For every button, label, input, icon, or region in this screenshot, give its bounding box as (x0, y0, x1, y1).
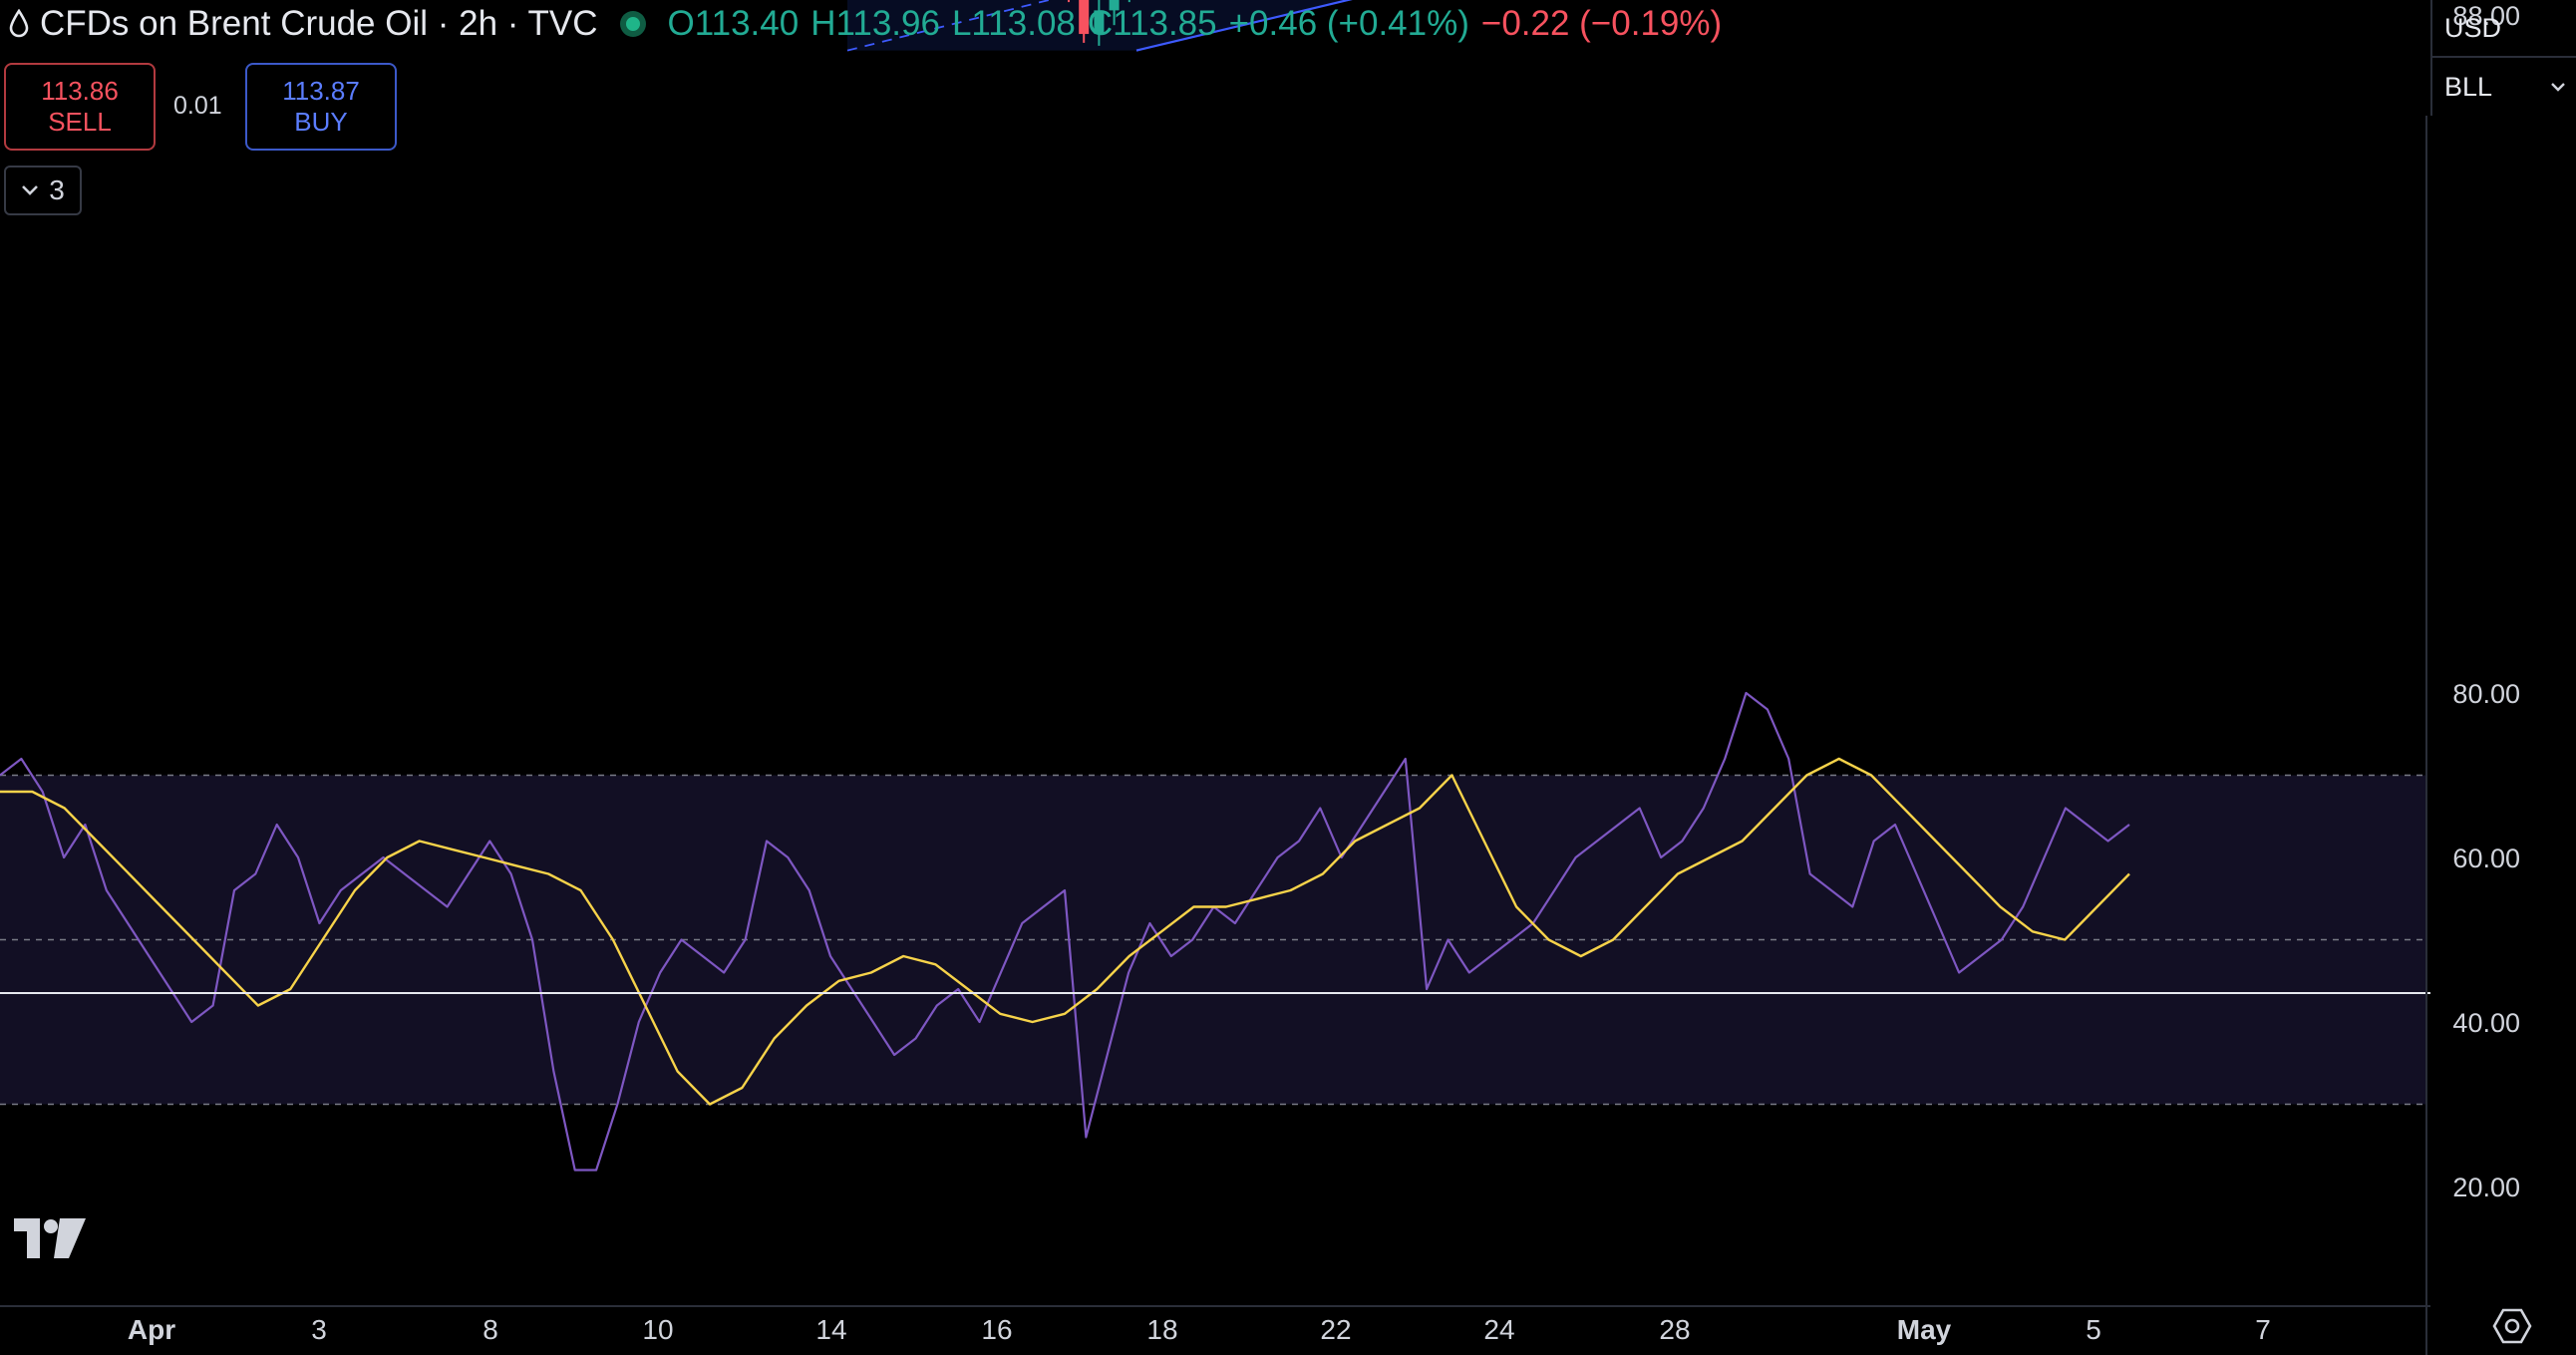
channel-lower-line[interactable] (1135, 0, 2333, 52)
buy-label: BUY (294, 107, 348, 137)
time-tick-label: 5 (2086, 1314, 2101, 1345)
rsi-tick-label: 20.00 (2452, 1173, 2520, 1202)
sell-button[interactable]: 113.86 SELL (4, 63, 156, 151)
open-value: O113.40 (667, 4, 800, 43)
currency-select[interactable]: USD (2430, 0, 2576, 58)
settings-icon[interactable] (2492, 1306, 2532, 1346)
rsi-tick-label: 40.00 (2452, 1008, 2520, 1038)
time-tick-label: 10 (642, 1314, 673, 1345)
time-tick-label: 16 (981, 1314, 1012, 1345)
time-tick-label: 18 (1146, 1314, 1177, 1345)
time-tick-label: 24 (1483, 1314, 1514, 1345)
time-tick-label: 3 (311, 1314, 327, 1345)
time-tick-label: 28 (1659, 1314, 1690, 1345)
rsi-tick-label: 80.00 (2452, 679, 2520, 709)
time-tick-label: 22 (1320, 1314, 1351, 1345)
unit-label: BLL (2444, 71, 2493, 102)
ohlc-values: O113.40 H113.96 L113.08 C113.85 +0.46 (+0.41… (668, 4, 1481, 44)
tradingview-logo (14, 1218, 86, 1258)
time-tick-label: 14 (815, 1314, 846, 1345)
spread-value: 0.01 (173, 92, 222, 120)
price-tick-label: 88.00 (2452, 1, 2520, 31)
rsi-line[interactable] (0, 691, 2130, 1172)
chart-header: CFDs on Brent Crude Oil · 2h · TVC O113.… (8, 0, 1722, 48)
market-open-icon (619, 11, 646, 37)
candle[interactable] (1094, 10, 1105, 35)
chevron-down-icon (22, 185, 39, 195)
indicators-count: 3 (49, 174, 65, 205)
time-tick-label: 8 (483, 1314, 498, 1345)
rsi-tick-label: 60.00 (2452, 844, 2520, 873)
time-tick-label: Apr (128, 1314, 175, 1345)
rsi-ma-line[interactable] (0, 757, 2130, 1106)
oil-drop-icon (9, 9, 29, 38)
unit-select[interactable]: BLL (2430, 58, 2576, 116)
sell-label: SELL (48, 107, 112, 137)
close-value: C113.85 (1087, 4, 1217, 43)
low-value: L113.08 (951, 4, 1076, 43)
currency-label: USD (2444, 12, 2502, 43)
time-tick-label: May (1897, 1314, 1952, 1345)
time-tick-label: 7 (2255, 1314, 2271, 1345)
high-value: H113.96 (810, 4, 940, 43)
change-value: +0.46 (+0.41%) (1228, 4, 1469, 43)
candle[interactable] (1079, 0, 1090, 35)
buy-button[interactable]: 113.87 BUY (245, 63, 397, 151)
buy-price: 113.87 (282, 76, 360, 106)
symbol-title[interactable]: CFDs on Brent Crude Oil · 2h · TVC (40, 4, 598, 43)
change-extra-value: −0.22 (−0.19%) (1480, 4, 1723, 43)
indicators-toggle[interactable]: 3 (4, 166, 82, 215)
candle[interactable] (1109, 0, 1120, 11)
chevron-down-icon (2551, 83, 2565, 92)
sell-price: 113.86 (41, 76, 119, 106)
